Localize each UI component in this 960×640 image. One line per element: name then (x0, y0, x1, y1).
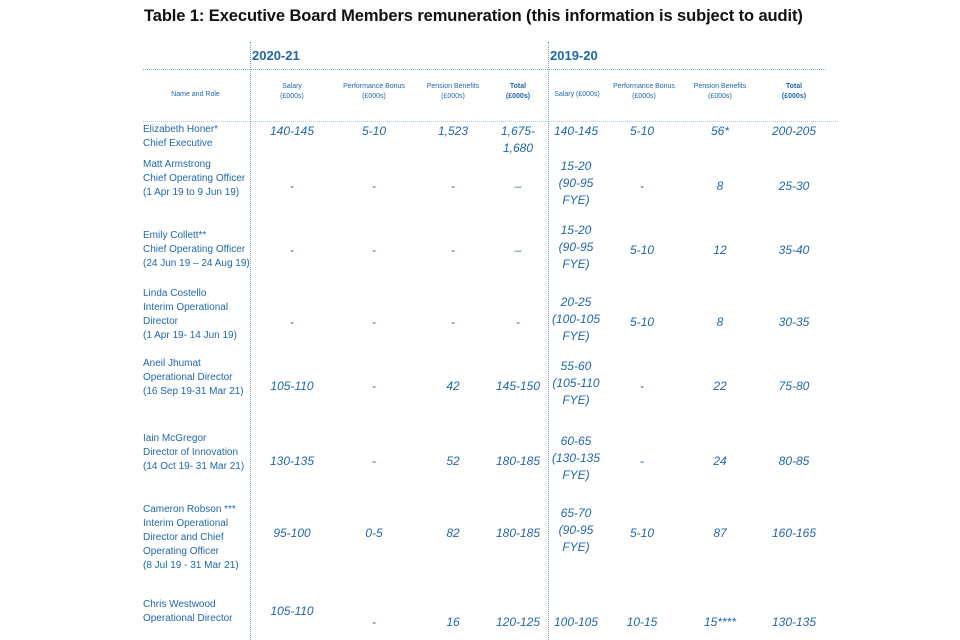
cell-salary-2021: - (290, 179, 294, 193)
cell-bonus-2021: 0-5 (365, 526, 383, 540)
cell-bonus-2021: - (372, 615, 376, 629)
cell-bonus-2021: - (372, 243, 376, 257)
cell-total-2021: - (516, 315, 520, 329)
row-name-role: Emily Collett** Chief Operating Officer … (143, 230, 250, 269)
header-name-role: Name and Role (171, 91, 220, 98)
header-pension-2020: Pension Benefits (£000s) (693, 83, 747, 100)
header-bonus-2021: Performance Bonus (£000s) (343, 83, 405, 100)
cell-pension-2021: - (451, 179, 455, 193)
cell-pension-2020: 8 (716, 315, 724, 329)
cell-bonus-2021: - (372, 179, 376, 193)
cell-total-2020: 35-40 (778, 243, 810, 257)
cell-bonus-2020: 5-10 (629, 315, 655, 329)
cell-bonus-2020: - (640, 379, 644, 393)
cell-total-2020: 80-85 (778, 454, 810, 468)
cell-pension-2020: 87 (713, 526, 727, 540)
cell-salary-2021: 140-145 (269, 124, 315, 138)
cell-pension-2021: 1,523 (437, 124, 469, 138)
cell-salary-2021: 105-110 (270, 379, 314, 393)
cell-bonus-2020: 5-10 (629, 124, 655, 138)
cell-pension-2020: 22 (713, 379, 727, 393)
header-bonus-2020: Performance Bonus (£000s) (613, 83, 675, 100)
cell-total-2021: – (514, 179, 522, 193)
cell-pension-2020: 12 (713, 243, 727, 257)
row-name-role: Iain McGregor Director of Innovation (14… (143, 433, 245, 472)
cell-bonus-2020: 5-10 (629, 243, 655, 257)
row-name-role: Cameron Robson *** Interim Operational D… (143, 504, 239, 571)
header-salary-2020: Salary (£000s) (554, 91, 600, 98)
cell-salary-2021: 95-100 (273, 526, 311, 540)
cell-total-2021: 180-185 (495, 454, 541, 468)
row-name-role: Elizabeth Honer* Chief Executive (143, 124, 219, 149)
header-total-2021: Total (£000s) (505, 83, 531, 100)
cell-total-2021: – (514, 243, 522, 257)
cell-pension-2020: 24 (713, 454, 727, 468)
cell-salary-2021: 130-135 (269, 454, 315, 468)
cell-pension-2021: - (451, 315, 455, 329)
cell-salary-2020: 140-145 (553, 124, 599, 138)
cell-bonus-2021: - (372, 315, 376, 329)
cell-total-2021: 120-125 (495, 615, 541, 629)
cell-salary-2020: 100-105 (553, 615, 599, 629)
cell-total-2020: 25-30 (778, 179, 810, 193)
period-2020-21: 2020-21 (252, 48, 300, 63)
cell-bonus-2020: - (640, 454, 644, 468)
cell-pension-2021: - (451, 243, 455, 257)
header-top-rule (143, 69, 826, 70)
cell-total-2020: 160-165 (771, 526, 817, 540)
cell-salary-2020: 55-60 (105-110 FYE) (552, 359, 600, 407)
cell-bonus-2020: 5-10 (629, 526, 655, 540)
cell-pension-2020: 56* (710, 124, 730, 138)
cell-pension-2021: 82 (446, 526, 460, 540)
cell-pension-2020: 15**** (703, 615, 737, 629)
row-name-role: Aneil Jhumat Operational Director (16 Se… (143, 358, 244, 397)
column-divider-2019-20 (548, 42, 549, 640)
period-2019-20: 2019-20 (550, 48, 598, 63)
row-name-role: Matt Armstrong Chief Operating Officer (… (143, 159, 246, 198)
cell-salary-2020: 15-20 (90-95 FYE) (558, 223, 594, 271)
header-salary-2021: Salary (£000s) (280, 83, 304, 100)
cell-total-2021: 1,675- 1,680 (500, 124, 536, 155)
cell-total-2021: 145-150 (495, 379, 541, 393)
header-pension-2021: Pension Benefits (£000s) (426, 83, 480, 100)
cell-pension-2020: 8 (716, 179, 724, 193)
cell-salary-2021: - (290, 315, 294, 329)
cell-pension-2021: 16 (446, 615, 460, 629)
cell-total-2020: 200-205 (771, 124, 817, 138)
cell-salary-2021: - (290, 243, 294, 257)
cell-salary-2020: 65-70 (90-95 FYE) (558, 506, 594, 554)
cell-bonus-2021: 5-10 (361, 124, 387, 138)
table-title: Table 1: Executive Board Members remuner… (144, 7, 803, 25)
cell-total-2020: 30-35 (778, 315, 810, 329)
cell-pension-2021: 42 (446, 379, 460, 393)
cell-total-2021: 180-185 (495, 526, 541, 540)
cell-salary-2020: 60-65 (130-135 FYE) (551, 434, 601, 482)
cell-salary-2020: 20-25 (100-105 FYE) (551, 295, 601, 343)
cell-salary-2020: 15-20 (90-95 FYE) (558, 159, 594, 207)
cell-bonus-2020: 10-15 (626, 615, 658, 629)
cell-pension-2021: 52 (446, 454, 460, 468)
cell-bonus-2020: - (640, 179, 644, 193)
cell-salary-2021: 105-110 (270, 604, 314, 618)
header-bottom-rule (143, 121, 838, 122)
row-name-role: Linda Costello Interim Operational Direc… (143, 288, 237, 341)
row-name-role: Chris Westwood Operational Director (143, 599, 233, 624)
cell-bonus-2021: - (372, 379, 376, 393)
header-total-2020: Total (£000s) (781, 83, 807, 100)
cell-total-2020: 130-135 (771, 615, 817, 629)
column-divider-2020-21 (250, 42, 251, 640)
cell-bonus-2021: - (372, 454, 376, 468)
cell-total-2020: 75-80 (778, 379, 810, 393)
